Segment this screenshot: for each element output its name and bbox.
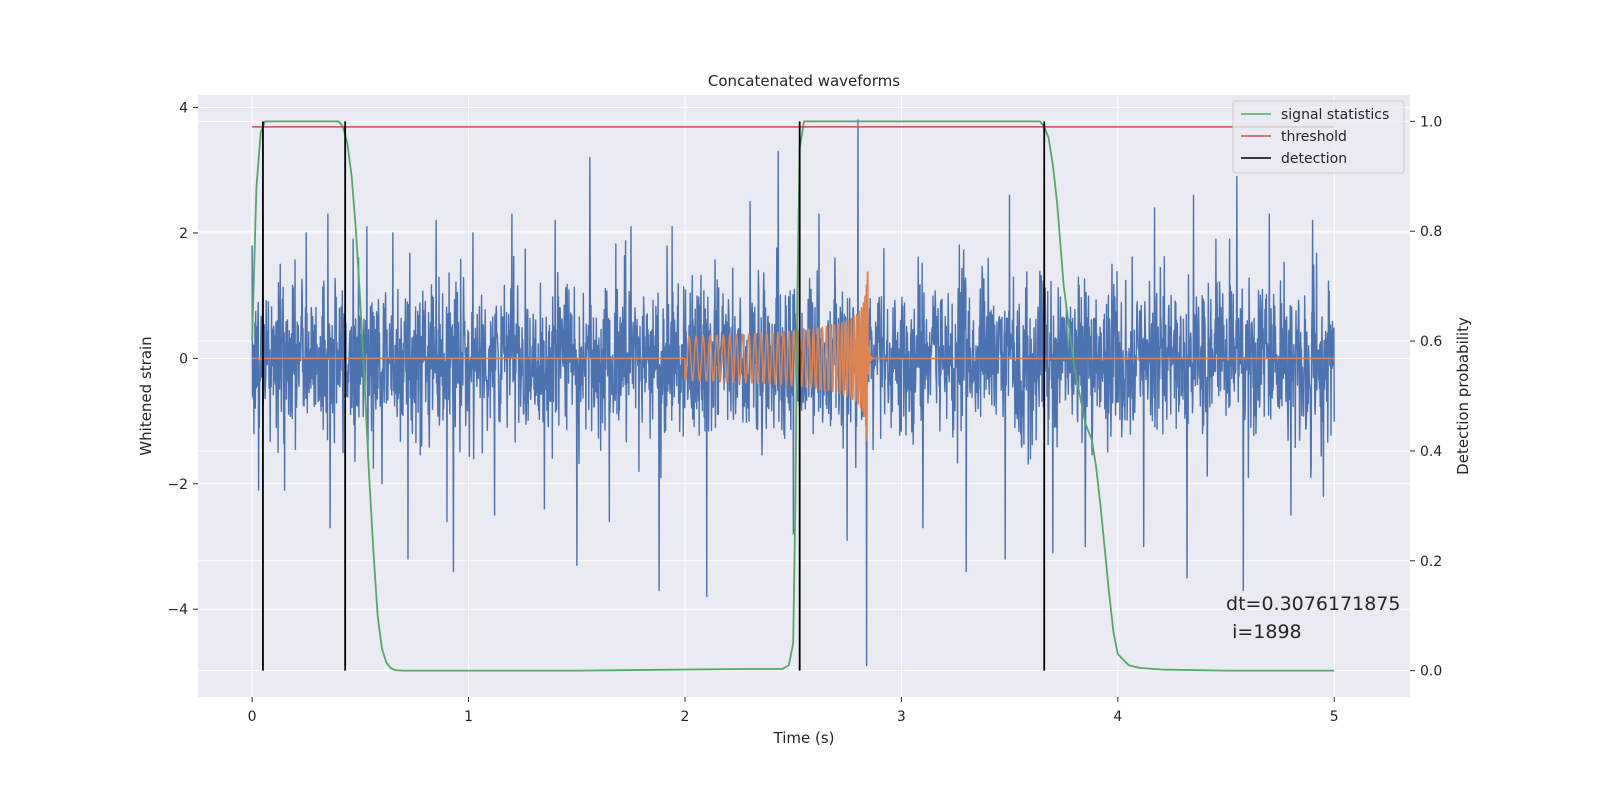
x-tick-label: 5 <box>1330 709 1339 725</box>
legend-label-threshold: threshold <box>1281 129 1347 145</box>
y2-tick-label: 0.2 <box>1420 554 1442 570</box>
legend-label-signal-statistics: signal statistics <box>1281 107 1389 123</box>
annotation-index: i=1898 <box>1226 621 1302 643</box>
y2-tick-label: 0.6 <box>1420 334 1442 350</box>
tick-labels: 0 1 2 3 4 5 −4 −2 0 2 4 0.0 0.2 0.4 0.6 0.8 1.0 <box>167 101 1442 725</box>
y-tick-label: 2 <box>179 226 188 242</box>
legend-label-detection: detection <box>1281 151 1347 167</box>
series-line-whitened-strain <box>251 119 1335 667</box>
legend: signal statistics threshold detection <box>1232 100 1405 174</box>
x-tick-label: 1 <box>464 709 473 725</box>
series-line-waveform <box>252 271 1335 441</box>
y-axis-label: Whitened strain <box>137 336 155 455</box>
y-tick-label: 4 <box>179 101 188 117</box>
x-tick-label: 4 <box>1113 709 1122 725</box>
y2-tick-label: 1.0 <box>1420 114 1442 130</box>
y2-tick-label: 0.8 <box>1420 224 1442 240</box>
legend-box <box>1232 100 1405 174</box>
y2-tick-label: 0.0 <box>1420 664 1442 680</box>
x-axis-label: Time (s) <box>773 729 835 747</box>
annotation-dt: dt=0.3076171875 <box>1226 593 1400 615</box>
x-tick-label: 2 <box>680 709 689 725</box>
y-tick-label: −2 <box>167 477 188 493</box>
x-tick-label: 0 <box>248 709 257 725</box>
chart-title: Concatenated waveforms <box>708 72 900 90</box>
y2-tick-label: 0.4 <box>1420 444 1442 460</box>
plot-marks <box>251 119 1335 672</box>
y-tick-label: 0 <box>179 351 188 367</box>
y-tick-label: −4 <box>167 602 188 618</box>
y2-axis-label: Detection probability <box>1454 317 1472 475</box>
x-tick-label: 3 <box>897 709 906 725</box>
grid <box>198 95 1410 697</box>
